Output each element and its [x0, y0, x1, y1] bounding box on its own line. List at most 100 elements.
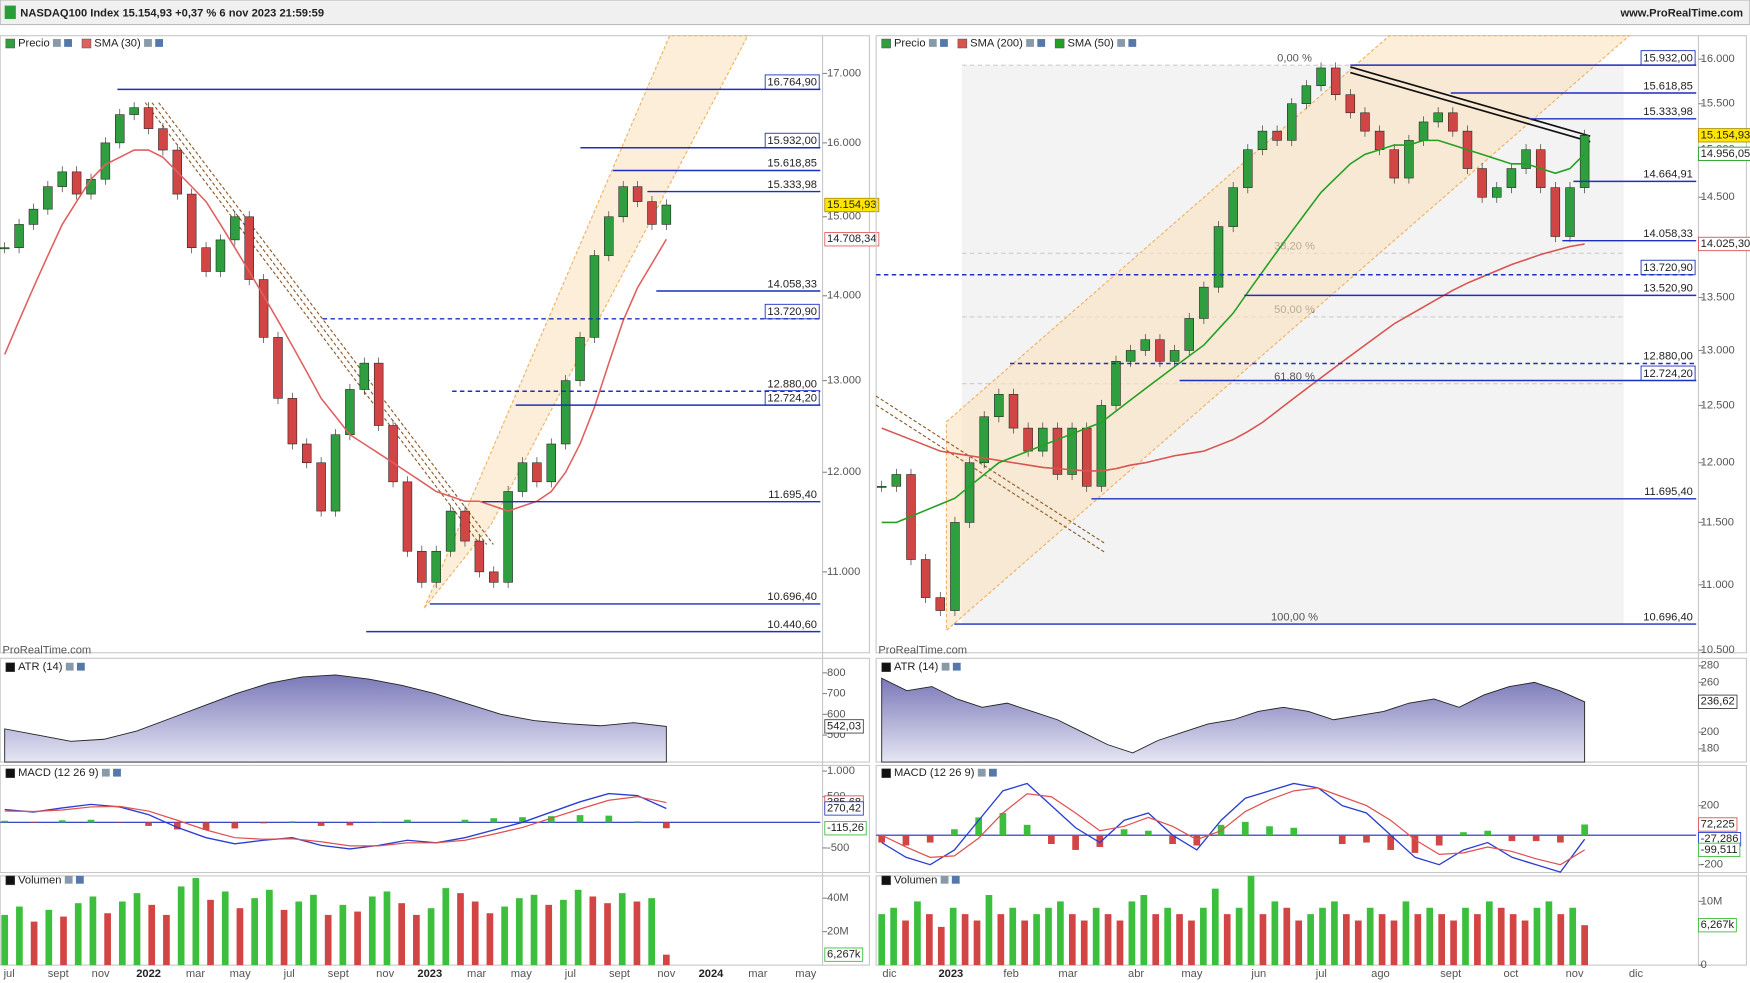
volume-bar: [471, 901, 479, 966]
trend-line: [875, 404, 1106, 553]
settings-icon[interactable]: [1026, 39, 1034, 47]
volume-bar: [104, 913, 111, 966]
y-tick-label: 13.500: [1701, 291, 1735, 303]
candle: [100, 142, 111, 180]
settings-icon[interactable]: [928, 39, 937, 47]
add-icon[interactable]: [988, 768, 997, 777]
y-tick-label: 1.000: [827, 765, 855, 777]
macd-histogram-bar: [231, 822, 239, 829]
volume-bar: [949, 907, 957, 966]
level-label: 15.618,85: [767, 158, 817, 170]
x-tick-label: nov: [1566, 968, 1584, 980]
candle: [302, 443, 312, 464]
panel-frame: [0, 764, 870, 874]
x-tick-label: jul: [3, 968, 15, 980]
macd-value-label: 270,42: [827, 802, 861, 814]
volume-bar: [1426, 907, 1434, 966]
settings-icon[interactable]: [101, 768, 110, 777]
settings-icon[interactable]: [144, 39, 152, 47]
y-tick-label: 11.000: [1701, 579, 1734, 591]
legend-label: Precio: [18, 37, 50, 49]
x-tick-label: mar: [1058, 968, 1077, 980]
candle: [1521, 149, 1531, 169]
add-icon[interactable]: [75, 875, 84, 884]
candle: [1111, 361, 1121, 406]
add-icon[interactable]: [1128, 39, 1137, 47]
candle: [28, 208, 39, 225]
trend-line: [158, 102, 494, 545]
add-icon[interactable]: [64, 39, 72, 47]
legend-swatch: [5, 768, 16, 778]
level-label: 10.696,40: [767, 591, 817, 603]
add-icon[interactable]: [113, 768, 121, 777]
volume-bar: [530, 894, 538, 966]
volume-bar: [1485, 901, 1493, 966]
settings-icon[interactable]: [1117, 39, 1126, 47]
macd-value-label: -115,26: [827, 822, 864, 834]
macd-histogram-bar: [202, 822, 210, 830]
add-icon[interactable]: [940, 39, 948, 47]
candle: [876, 486, 887, 488]
title-bar: [0, 0, 1750, 26]
candle: [1550, 187, 1561, 237]
level-label: 13.520,90: [1643, 283, 1693, 295]
level-label-box: [1640, 50, 1696, 66]
y-tick-label: 40M: [827, 892, 849, 904]
y-tick-label: 11.000: [827, 566, 860, 578]
volume-bar: [427, 908, 435, 966]
volume-bar: [1509, 914, 1517, 966]
settings-icon[interactable]: [64, 875, 73, 884]
legend-swatch: [5, 662, 16, 672]
candle: [14, 224, 24, 248]
candle: [1287, 103, 1297, 141]
x-tick-label: may: [511, 968, 532, 980]
settings-icon[interactable]: [940, 875, 949, 884]
volume-bar: [251, 898, 258, 966]
settings-icon[interactable]: [977, 768, 986, 777]
volume-bar: [1569, 907, 1577, 966]
panel-frame: [875, 764, 1747, 874]
macd-histogram-bar: [30, 822, 37, 823]
volume-bar: [207, 899, 214, 966]
candle: [1316, 67, 1326, 87]
volume-bar: [1545, 901, 1553, 966]
level-label-box: [1640, 259, 1696, 276]
candle: [1257, 130, 1268, 150]
volume-bar: [1188, 920, 1195, 966]
candle: [950, 522, 960, 611]
volume-bar: [30, 921, 38, 966]
candle: [1330, 67, 1341, 95]
level-label: 15.932,00: [1643, 52, 1693, 64]
last-price-label: 15.154,93: [827, 199, 877, 211]
add-icon[interactable]: [1037, 39, 1046, 47]
volume-bar: [1521, 920, 1529, 966]
add-icon[interactable]: [951, 875, 960, 884]
legend-label: ATR (14): [894, 661, 939, 673]
y-tick-label: 13.000: [827, 375, 861, 387]
settings-icon[interactable]: [53, 39, 61, 47]
y-tick-label: 14.000: [827, 290, 861, 302]
candle: [1125, 350, 1136, 362]
candle: [201, 247, 211, 272]
macd-histogram-bar: [1048, 835, 1055, 845]
site-link[interactable]: www.ProRealTime.com: [1619, 7, 1743, 19]
add-icon[interactable]: [952, 662, 961, 671]
candle: [388, 425, 398, 483]
add-icon[interactable]: [76, 662, 85, 671]
candle: [230, 216, 240, 241]
settings-icon[interactable]: [65, 662, 74, 671]
level-label: 10.440,60: [767, 619, 817, 631]
macd-histogram-bar: [116, 822, 124, 823]
moving-average: [881, 139, 1586, 524]
add-icon[interactable]: [155, 39, 164, 47]
x-tick-label: may: [1181, 968, 1202, 980]
x-tick-label: may: [795, 968, 816, 980]
ma-value-label-box: [1697, 236, 1750, 252]
settings-icon[interactable]: [941, 662, 950, 671]
volume-bar: [1259, 914, 1267, 966]
volume-bar: [163, 914, 170, 966]
candle: [1213, 226, 1224, 288]
level-label: 14.058,33: [1643, 228, 1693, 240]
candle: [1155, 339, 1165, 362]
candle: [1389, 149, 1399, 179]
